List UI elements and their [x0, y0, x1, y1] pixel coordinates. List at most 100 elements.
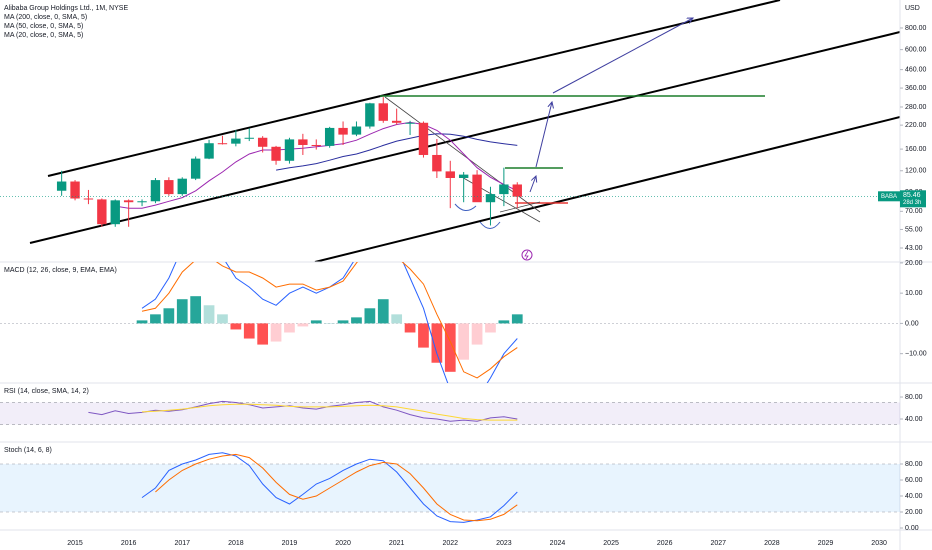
y-tick-label: 360.00	[905, 85, 927, 92]
candle-body	[110, 200, 120, 225]
candle-body	[177, 178, 187, 195]
candle-body	[137, 201, 147, 203]
candle-body	[97, 199, 107, 225]
chart-title: Alibaba Group Holdings Ltd., 1M, NYSE	[4, 5, 128, 12]
candle-body	[204, 143, 214, 159]
x-tick-label: 2025	[603, 540, 619, 547]
y-tick-label: 280.00	[905, 104, 927, 111]
event-icon-bolt	[524, 250, 529, 260]
histogram-bar	[217, 314, 228, 324]
price-tag-value: 85.46	[903, 192, 921, 199]
candle-body	[351, 126, 362, 135]
legend-entry: MA (20, close, 0, SMA, 5)	[4, 32, 83, 39]
candle-body	[405, 122, 415, 124]
histogram-bar	[431, 323, 443, 363]
candle-body	[231, 138, 241, 144]
x-tick-label: 2018	[228, 540, 244, 547]
x-tick-label: 2017	[174, 540, 190, 547]
projection-arrow	[529, 176, 536, 193]
y-tick-label: 55.00	[905, 226, 923, 233]
histogram-bar	[337, 320, 349, 324]
x-tick-label: 2030	[871, 540, 887, 547]
indicator-line	[141, 262, 518, 379]
candle-body	[338, 127, 348, 135]
histogram-bar	[418, 323, 429, 348]
histogram-bar	[163, 308, 175, 324]
channel-upper	[47, 0, 781, 177]
x-tick-label: 2026	[657, 540, 673, 547]
channel-lower	[314, 116, 900, 262]
candle-body	[190, 158, 201, 179]
x-tick-label: 2020	[335, 540, 351, 547]
trend-line	[499, 201, 541, 213]
histogram-bar	[257, 323, 269, 345]
candle-body	[324, 127, 335, 146]
candle-body	[432, 154, 442, 172]
histogram-bar	[150, 314, 161, 324]
candle-body	[391, 120, 402, 123]
candle-body	[311, 144, 321, 146]
x-tick-label: 2016	[121, 540, 137, 547]
y-tick-label: 43.00	[905, 245, 923, 252]
pane-plot	[0, 262, 900, 383]
band-fill	[0, 402, 900, 425]
candle-body	[499, 184, 509, 195]
histogram-bar	[444, 323, 456, 372]
pane-plot	[0, 400, 900, 425]
pattern-arc	[479, 221, 501, 229]
histogram-bar	[297, 323, 309, 327]
band-fill	[0, 464, 900, 512]
channel-middle	[29, 31, 900, 244]
pane-plot	[0, 452, 900, 523]
indicator-line	[141, 403, 518, 421]
x-tick-label: 2021	[389, 540, 405, 547]
y-tick-label: 10.00	[905, 290, 923, 297]
y-tick-label: 220.00	[905, 122, 927, 129]
histogram-bar	[458, 323, 470, 360]
y-tick-label: 40.00	[905, 493, 923, 500]
candle-body	[150, 180, 161, 202]
y-tick-label: 60.00	[905, 477, 923, 484]
event-icon[interactable]	[521, 249, 533, 261]
indicator-line	[155, 453, 518, 522]
histogram-bar	[351, 317, 362, 324]
symbol-tag	[878, 191, 900, 202]
indicator-line	[141, 452, 518, 523]
projection-arrow	[552, 18, 693, 94]
x-tick-label: 2019	[282, 540, 298, 547]
histogram-bar	[243, 323, 255, 339]
x-tick-label: 2023	[496, 540, 512, 547]
histogram-bar	[404, 323, 416, 333]
histogram-bar	[270, 323, 282, 342]
y-tick-label: 20.00	[905, 260, 923, 267]
candle-body	[418, 122, 429, 155]
x-tick-label: 2028	[764, 540, 780, 547]
y-tick-label: 800.00	[905, 25, 927, 32]
indicator-line	[276, 133, 518, 171]
candle-body	[56, 181, 67, 191]
histogram-bar	[391, 314, 403, 324]
candle-body	[298, 139, 308, 145]
histogram-bar	[364, 308, 376, 324]
candle-body	[445, 171, 455, 178]
candle-body	[244, 137, 254, 139]
histogram-bar	[377, 299, 389, 324]
candle-body	[378, 103, 388, 121]
candle-body	[284, 139, 295, 161]
axis-unit: USD	[905, 5, 920, 12]
candle-body	[512, 184, 522, 197]
histogram-bar	[190, 296, 202, 324]
y-tick-label: 120.00	[905, 168, 927, 175]
y-tick-label: 0.00	[905, 525, 919, 532]
pane-title: MACD (12, 26, close, 9, EMA, EMA)	[4, 267, 117, 274]
candle-body	[217, 143, 228, 145]
projection-arrow	[535, 102, 552, 168]
candle-body	[164, 180, 174, 195]
x-tick-label: 2024	[550, 540, 566, 547]
histogram-bar	[203, 305, 215, 324]
histogram-bar	[176, 299, 188, 324]
candle-body	[458, 174, 469, 178]
y-tick-label: −10.00	[905, 351, 927, 358]
